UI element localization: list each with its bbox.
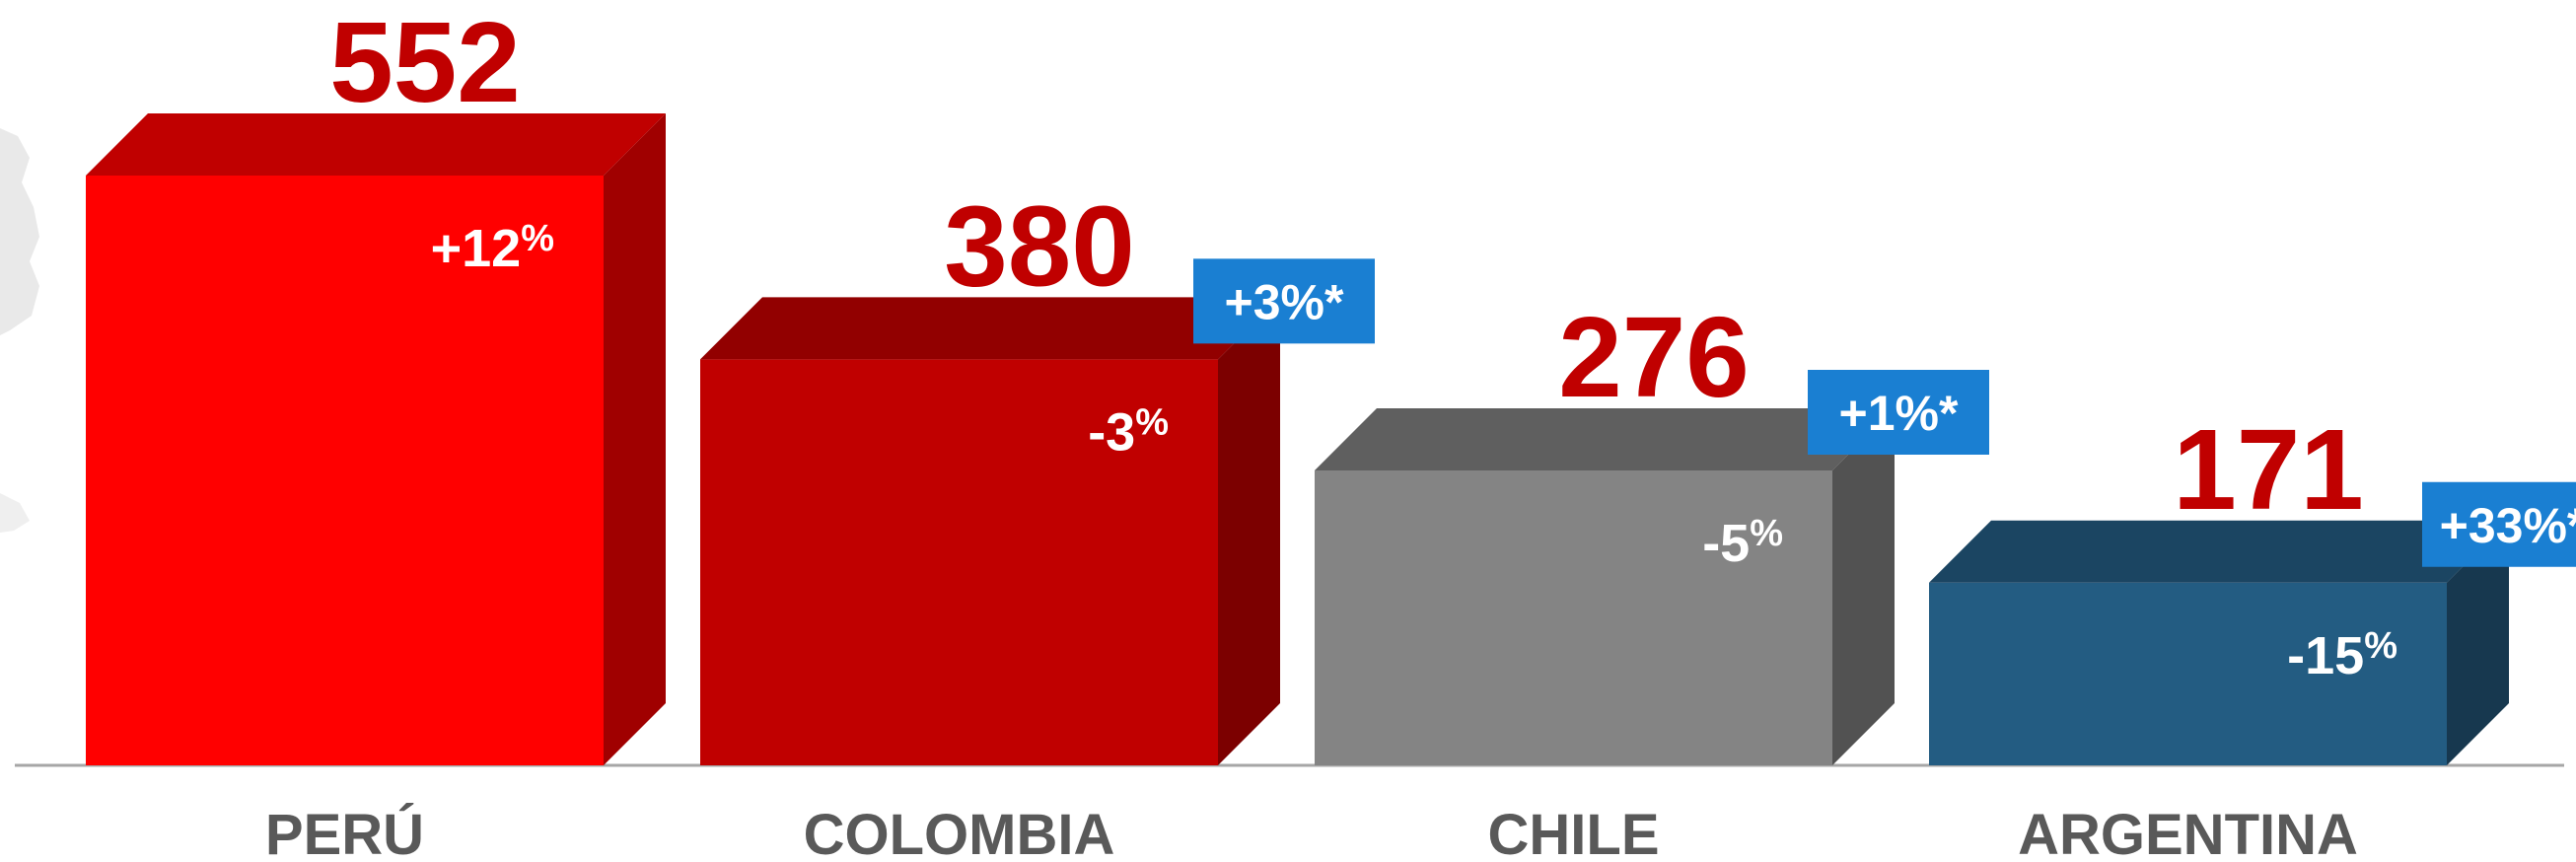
map-background-shape <box>0 128 39 533</box>
bar-change-label: -5% <box>1702 513 1783 573</box>
map-fragment <box>0 128 39 335</box>
bar-top <box>86 113 666 176</box>
bar-front <box>86 176 604 765</box>
change-badge-box <box>2422 481 2576 567</box>
bar-front <box>1315 470 1832 765</box>
bar-side <box>2447 520 2509 765</box>
category-label: CHILE <box>1488 803 1660 862</box>
labels-group: 552 +12% PERÚ 380 -3% +3%* COLOMBIA 276 -5% +1%* C… <box>265 0 2576 862</box>
bar-value-label: 552 <box>329 0 521 126</box>
bar <box>700 297 1280 765</box>
change-badge-box <box>1193 258 1375 344</box>
change-badge: +33%* <box>2422 481 2576 567</box>
bar-top <box>700 297 1280 360</box>
bar-change-label: -3% <box>1088 401 1169 462</box>
bar-front <box>700 359 1218 765</box>
bar-value-label: 380 <box>944 181 1135 310</box>
bar <box>86 113 666 765</box>
bars-group <box>86 113 2509 765</box>
bar-value-label: 171 <box>2173 405 2364 534</box>
bar-change-label: -15% <box>2287 625 2397 685</box>
bar-value-label: 276 <box>1558 293 1750 421</box>
bar <box>1929 520 2509 765</box>
change-badge-box <box>1808 370 1989 455</box>
category-label: COLOMBIA <box>804 803 1115 862</box>
category-label: PERÚ <box>265 803 424 862</box>
bar-change-label: +12% <box>431 218 554 278</box>
bar-front <box>1929 582 2447 765</box>
change-badge-label: +3%* <box>1225 274 1344 329</box>
change-badge: +1%* <box>1808 370 1989 455</box>
change-badge-label: +1%* <box>1839 386 1959 441</box>
map-fragment <box>0 493 30 533</box>
bar-top <box>1315 408 1895 470</box>
bar-side <box>1832 408 1895 765</box>
category-label: ARGENTINA <box>2018 803 2358 862</box>
change-badge-label: +33%* <box>2440 498 2576 553</box>
bar <box>1315 408 1895 765</box>
bar-side <box>1218 297 1280 765</box>
change-badge: +3%* <box>1193 258 1375 344</box>
bar-top <box>1929 520 2509 583</box>
bar-side <box>604 113 666 765</box>
